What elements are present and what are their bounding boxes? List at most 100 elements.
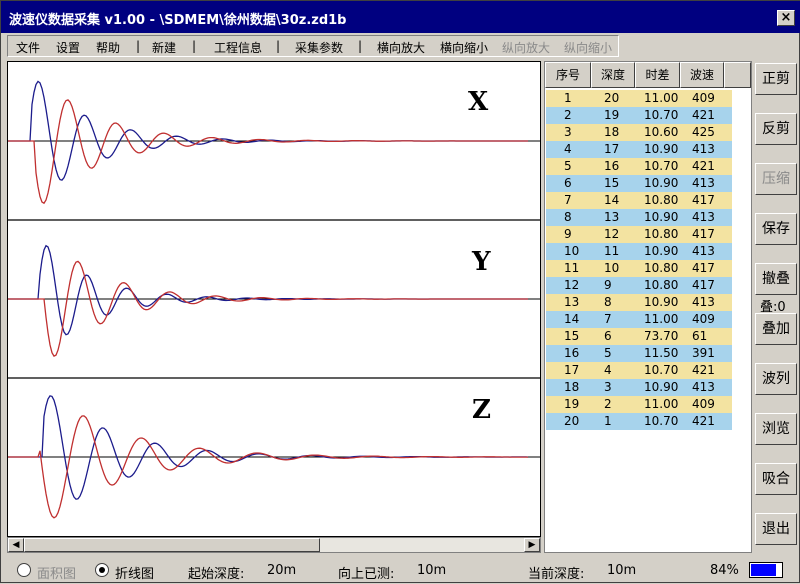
table-cell: 11 [604,244,620,258]
browse-button[interactable]: 浏览 [755,413,797,445]
table-cell: 409 [692,91,715,105]
stack-count-label: 叠:0 [760,300,786,315]
table-row[interactable]: 2 19 10.70 421 [546,107,732,124]
close-button[interactable]: × [777,10,795,26]
menu-separator: | [136,39,141,53]
table-cell: 10 [564,244,580,258]
table-cell: 19 [604,108,620,122]
table-row[interactable]: 10 11 10.90 413 [546,243,732,260]
scroll-left-icon[interactable]: ◀ [8,538,24,552]
menu-new[interactable]: 新建 [152,41,177,55]
menu-separator: | [358,39,363,53]
table-cell: 18 [564,380,580,394]
table-cell: 11.00 [644,397,679,411]
channel-label-x: X [468,87,489,117]
table-cell: 10.80 [644,193,679,207]
table-cell: 421 [692,159,715,173]
table-cell: 417 [692,278,715,292]
table-cell: 10.90 [644,244,679,258]
table-cell: 421 [692,108,715,122]
table-cell: 16 [604,159,620,173]
menu-project-info[interactable]: 工程信息 [214,41,263,55]
table-cell: 413 [692,295,715,309]
data-table[interactable]: 序号 深度 时差 波速 1 20 11.00 409 2 19 10.70 421 3 18 10.… [544,61,752,553]
menu-file[interactable]: 文件 [16,41,41,55]
table-cell: 15 [604,176,620,190]
menu-v-zoom-in[interactable]: 纵向放大 [502,41,551,55]
table-row[interactable]: 14 7 11.00 409 [546,311,732,328]
line-mode-label: 折线图 [115,567,155,582]
exit-button[interactable]: 退出 [755,513,797,545]
trace-x-red [8,99,528,205]
current-depth-value: 10m [607,563,637,578]
battery-percent: 84% [710,563,739,578]
table-row[interactable]: 11 10 10.80 417 [546,260,732,277]
table-cell: 10.90 [644,380,679,394]
table-row[interactable]: 9 12 10.80 417 [546,226,732,243]
table-row[interactable]: 12 9 10.80 417 [546,277,732,294]
table-row[interactable]: 1 20 11.00 409 [546,90,732,107]
table-cell: 10.70 [644,108,679,122]
table-cell: 4 [564,142,572,156]
compress-button[interactable]: 压缩 [755,163,797,195]
table-cell: 4 [604,363,612,377]
table-row[interactable]: 4 17 10.90 413 [546,141,732,158]
column-header-time-diff[interactable]: 时差 [635,62,680,88]
table-cell: 6 [604,329,612,343]
column-header-blank [724,62,751,88]
menu-help[interactable]: 帮助 [96,41,121,55]
table-row[interactable]: 19 2 11.00 409 [546,396,732,413]
menu-h-zoom-out[interactable]: 横向缩小 [440,41,489,55]
scroll-right-icon[interactable]: ▶ [524,538,540,552]
scroll-thumb[interactable] [24,538,320,552]
table-row[interactable]: 20 1 10.70 421 [546,413,732,430]
table-cell: 10.90 [644,176,679,190]
table-row[interactable]: 18 3 10.90 413 [546,379,732,396]
table-cell: 10.80 [644,278,679,292]
menu-v-zoom-out[interactable]: 纵向缩小 [564,41,613,55]
menu-h-zoom-in[interactable]: 横向放大 [377,41,426,55]
menu-settings[interactable]: 设置 [56,41,81,55]
table-row[interactable]: 16 5 11.50 391 [546,345,732,362]
table-cell: 7 [564,193,572,207]
measured-up-label: 向上已测: [338,567,395,582]
table-cell: 17 [604,142,620,156]
table-row[interactable]: 6 15 10.90 413 [546,175,732,192]
menu-acq-params[interactable]: 采集参数 [295,41,344,55]
waveform-panel[interactable]: X Y Z [7,61,541,537]
table-row[interactable]: 15 6 73.70 61 [546,328,732,345]
column-header-index[interactable]: 序号 [545,62,591,88]
table-row[interactable]: 3 18 10.60 425 [546,124,732,141]
positive-cut-button[interactable]: 正剪 [755,63,797,95]
area-mode-radio[interactable] [17,563,31,577]
trace-y-red [8,260,528,357]
table-cell: 10.60 [644,125,679,139]
menu-separator: | [276,39,281,53]
wave-list-button[interactable]: 波列 [755,363,797,395]
table-cell: 10.70 [644,363,679,377]
horizontal-scrollbar[interactable]: ◀ ▶ [7,537,541,553]
stack-button[interactable]: 叠加 [755,313,797,345]
column-header-velocity[interactable]: 波速 [680,62,724,88]
negative-cut-button[interactable]: 反剪 [755,113,797,145]
table-row[interactable]: 8 13 10.90 413 [546,209,732,226]
table-cell: 14 [564,312,580,326]
table-cell: 3 [604,380,612,394]
channel-label-y: Y [471,247,491,277]
line-mode-radio[interactable] [95,563,109,577]
table-cell: 10 [604,261,620,275]
merge-button[interactable]: 吸合 [755,463,797,495]
table-cell: 14 [604,193,620,207]
table-row[interactable]: 17 4 10.70 421 [546,362,732,379]
table-cell: 61 [692,329,708,343]
column-header-depth[interactable]: 深度 [591,62,635,88]
save-button[interactable]: 保存 [755,213,797,245]
table-row[interactable]: 5 16 10.70 421 [546,158,732,175]
table-row[interactable]: 13 8 10.90 413 [546,294,732,311]
undo-stack-button[interactable]: 撤叠 [755,263,797,295]
table-row[interactable]: 7 14 10.80 417 [546,192,732,209]
table-cell: 425 [692,125,715,139]
table-cell: 413 [692,176,715,190]
table-cell: 5 [564,159,572,173]
